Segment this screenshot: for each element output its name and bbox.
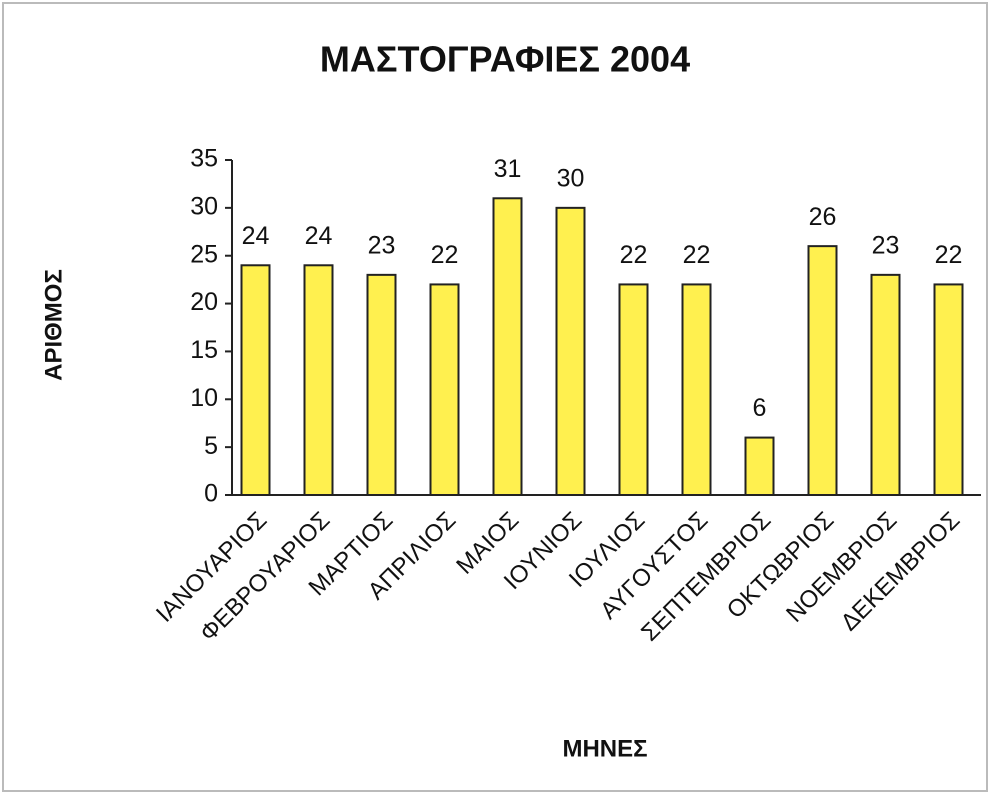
data-label: 26 <box>809 203 837 231</box>
bar <box>555 206 586 496</box>
data-label: 6 <box>753 394 767 422</box>
bar <box>744 436 775 497</box>
data-label: 22 <box>935 241 963 269</box>
bar <box>240 264 271 496</box>
bar <box>870 273 901 496</box>
bar <box>681 283 712 496</box>
bar <box>429 283 460 496</box>
y-tick-label: 5 <box>204 432 218 460</box>
x-tick-label: ΙΑΝΟΥΑΡΙΟΣ <box>151 507 272 628</box>
data-label: 23 <box>872 231 900 259</box>
data-label: 30 <box>557 164 585 192</box>
y-tick-label: 0 <box>204 480 218 508</box>
bar <box>618 283 649 496</box>
data-label: 31 <box>494 155 522 183</box>
y-tick-label: 30 <box>190 192 218 220</box>
bar <box>807 245 838 496</box>
data-label: 23 <box>368 231 396 259</box>
x-tick-label: ΝΟΕΜΒΡΙΟΣ <box>781 507 902 628</box>
y-axis-label: ΑΡΙΘΜΟΣ <box>40 269 67 381</box>
data-label: 22 <box>620 241 648 269</box>
chart-title: ΜΑΣΤΟΓΡΑΦΙΕΣ 2004 <box>320 39 690 80</box>
y-tick-label: 10 <box>190 384 218 412</box>
y-tick-label: 25 <box>190 240 218 268</box>
y-tick-label: 20 <box>190 288 218 316</box>
bar <box>366 273 397 496</box>
data-label: 24 <box>242 222 270 250</box>
y-tick-label: 15 <box>190 336 218 364</box>
x-axis-label: ΜΗΝΕΣ <box>562 735 647 762</box>
bar <box>933 283 964 496</box>
y-tick-label: 35 <box>190 145 218 173</box>
data-label: 22 <box>683 241 711 269</box>
data-label: 22 <box>431 241 459 269</box>
bar <box>303 264 334 496</box>
bar <box>492 197 523 497</box>
data-label: 24 <box>305 222 333 250</box>
